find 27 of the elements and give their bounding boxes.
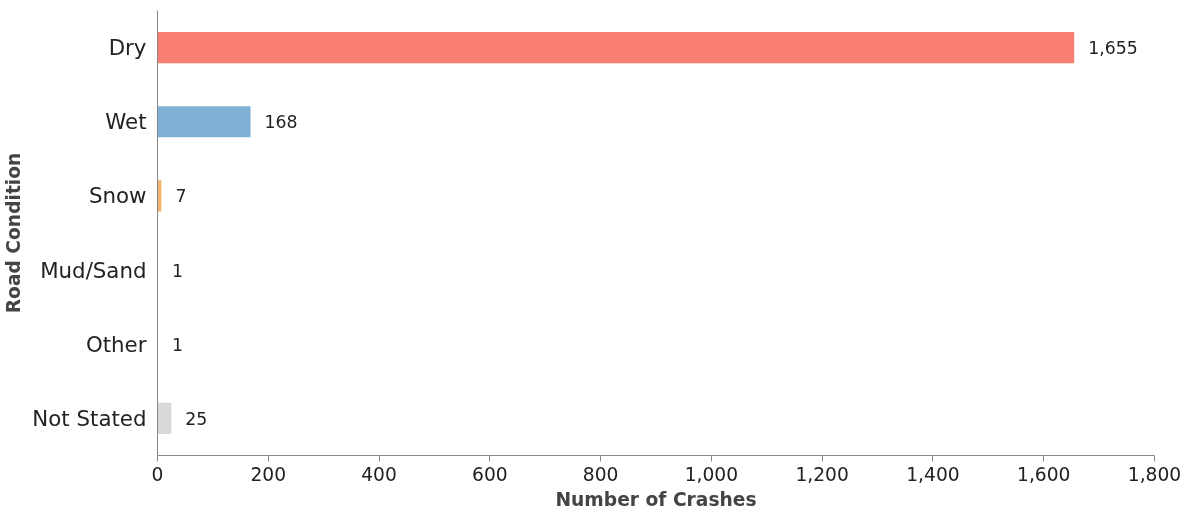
x-tick-label: 800 — [582, 463, 619, 485]
y-tick-label: Other — [85, 331, 147, 357]
x-tick-label: 1,400 — [906, 463, 960, 485]
x-tick-label: 200 — [250, 463, 287, 485]
bar — [157, 106, 251, 138]
x-tick-label: 1,800 — [1127, 463, 1182, 485]
bar — [157, 32, 1075, 64]
data-label: 168 — [264, 112, 298, 133]
data-label: 1,655 — [1088, 38, 1138, 59]
y-tick-label: Wet — [105, 109, 147, 135]
data-label: 7 — [175, 186, 187, 207]
x-axis-title: Number of Crashes — [555, 488, 757, 510]
x-tick-label: 1,000 — [684, 463, 739, 485]
x-tick-label: 600 — [472, 463, 508, 485]
data-label: 1 — [172, 260, 184, 281]
x-tick-label: 0 — [151, 463, 164, 485]
y-tick-label: Mud/Sand — [40, 257, 147, 283]
bar — [157, 402, 172, 434]
y-tick-label: Snow — [88, 183, 147, 209]
x-tick-label: 1,200 — [795, 463, 849, 485]
y-axis-title: Road Condition — [3, 152, 25, 314]
y-tick-label: Not Stated — [32, 405, 147, 431]
y-tick-label: Dry — [108, 35, 147, 61]
x-tick-label: 400 — [361, 463, 397, 485]
data-label: 1 — [172, 334, 184, 355]
data-label: 25 — [185, 408, 208, 429]
x-tick-label: 1,600 — [1017, 463, 1071, 485]
